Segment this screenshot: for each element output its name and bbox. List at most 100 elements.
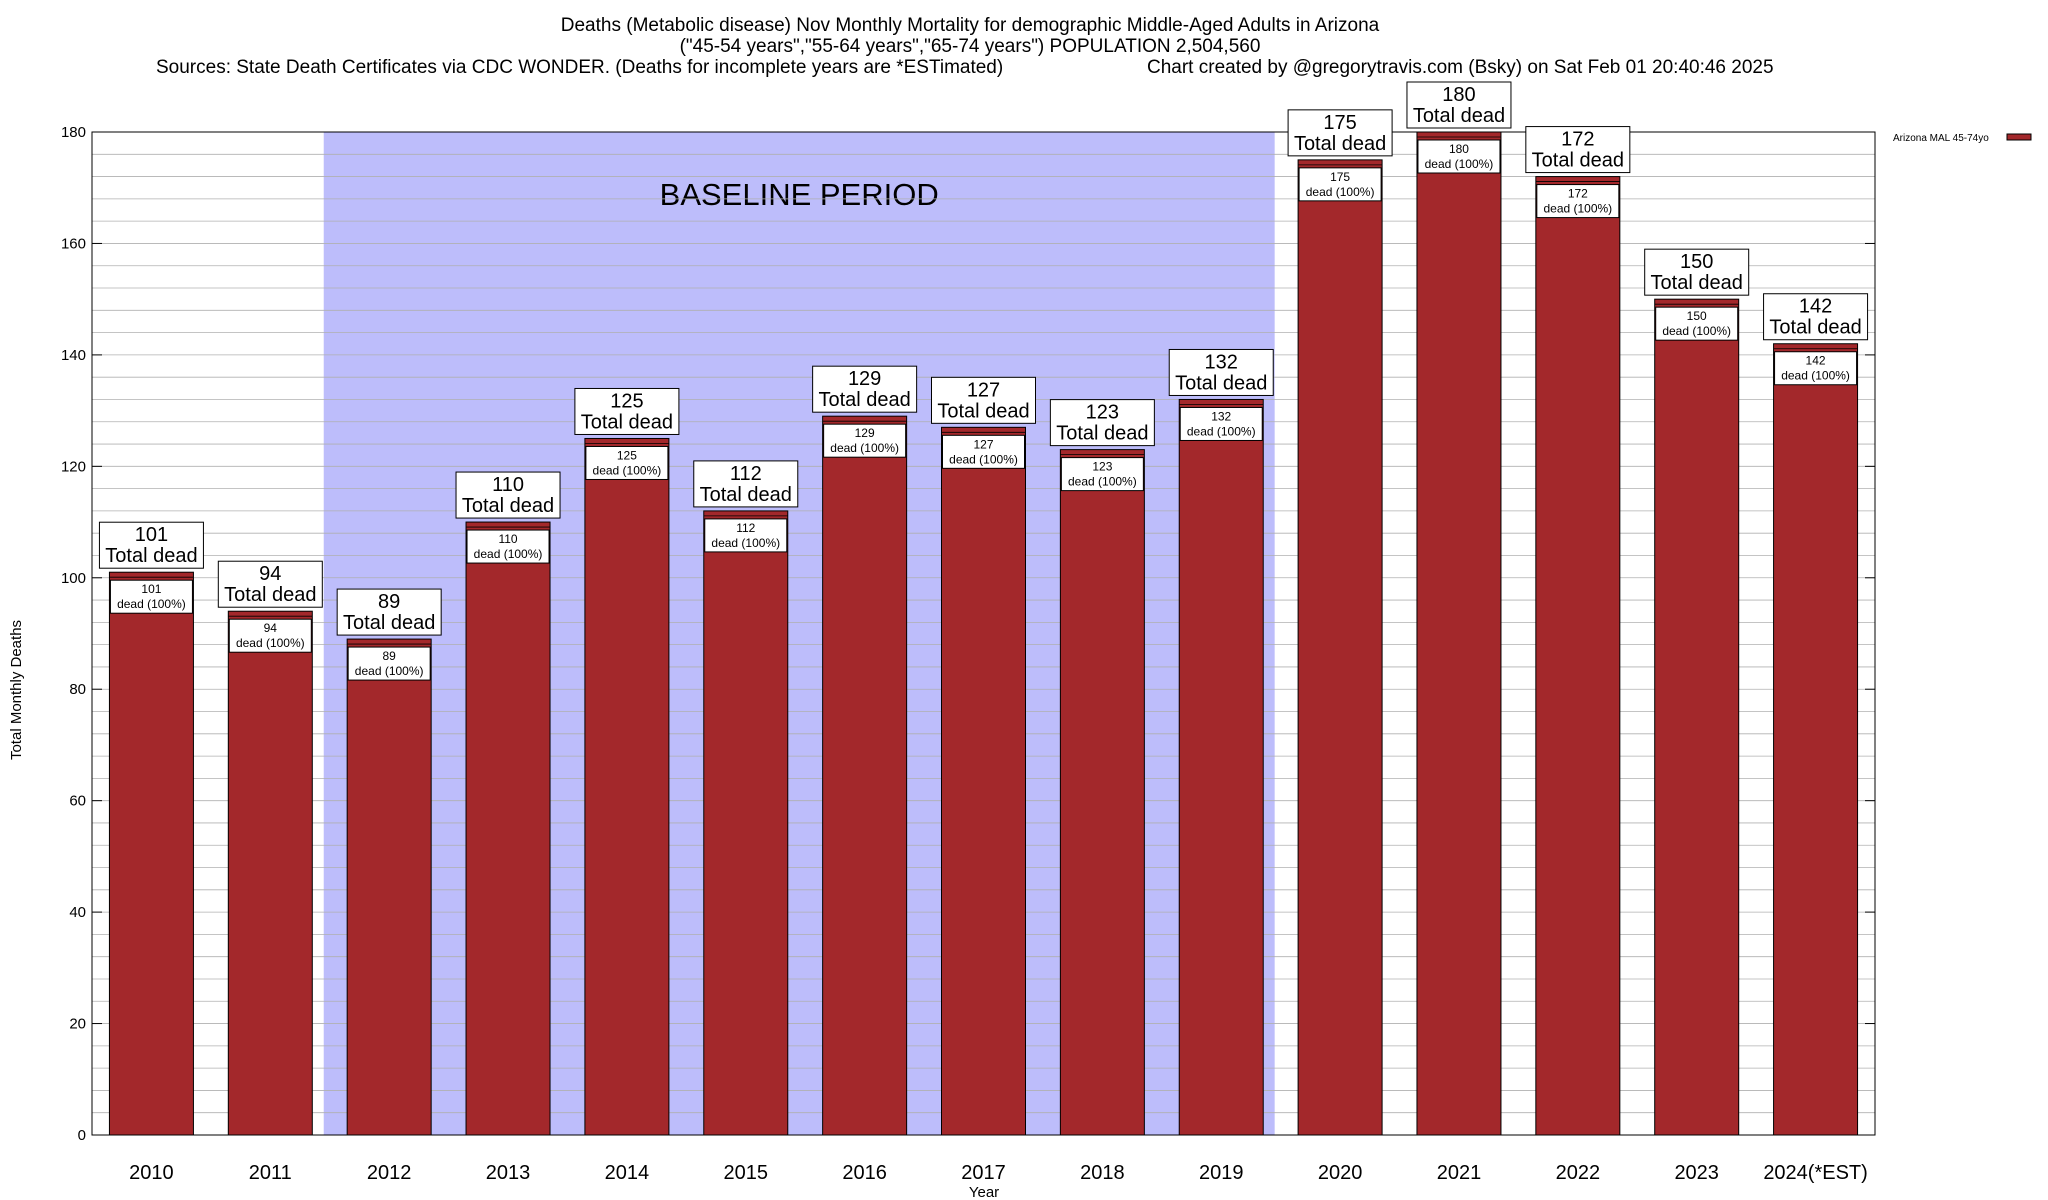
inner-label-text: dead (100%) (1306, 185, 1375, 199)
top-label-text: Total dead (224, 584, 316, 606)
y-tick-label: 60 (69, 793, 86, 810)
y-tick-label: 180 (61, 124, 86, 141)
bar-2012 (346, 638, 432, 1136)
y-tick-label: 20 (69, 1016, 86, 1033)
top-label-value: 132 (1205, 351, 1238, 373)
y-tick-label: 160 (61, 235, 86, 252)
x-tick-label: 2023 (1674, 1162, 1719, 1184)
inner-label-text: dead (100%) (355, 664, 424, 678)
inner-label-box (1655, 306, 1739, 341)
bar-2017 (941, 426, 1026, 1136)
top-label-value: 150 (1680, 251, 1713, 273)
inner-label-box (1060, 457, 1144, 492)
top-label-value: 110 (492, 474, 524, 496)
top-label-value: 129 (848, 368, 881, 390)
bar-2021 (1416, 131, 1502, 1136)
inner-label-box (1774, 351, 1858, 386)
top-label-box (574, 387, 680, 435)
bar-2023 (1654, 298, 1740, 1136)
bar-2011 (227, 610, 313, 1136)
bar-2015 (703, 510, 789, 1136)
inner-label-box (1536, 184, 1620, 219)
inner-label-box (823, 423, 907, 458)
bar-2010 (108, 571, 194, 1136)
y-tick-label: 0 (78, 1127, 86, 1144)
bar-2022 (1535, 176, 1621, 1136)
top-label-text: Total dead (1413, 105, 1505, 127)
x-axis-label: Year (969, 1184, 999, 1200)
x-tick-label: 2020 (1318, 1162, 1363, 1184)
inner-label-value: 125 (617, 448, 637, 462)
y-tick-label: 80 (69, 681, 86, 698)
inner-label-value: 110 (498, 532, 517, 546)
bar-2016 (822, 415, 908, 1136)
top-label-box (455, 471, 561, 519)
top-label-text: Total dead (1056, 423, 1148, 445)
legend: Arizona MAL 45-74yo (1893, 133, 2032, 144)
top-label-value: 127 (967, 379, 1000, 401)
inner-label-value: 127 (973, 437, 993, 451)
top-label-value: 125 (610, 390, 643, 412)
inner-label-text: dead (100%) (474, 547, 543, 561)
inner-label-value: 112 (736, 521, 755, 535)
x-tick-label: 2016 (842, 1162, 887, 1184)
inner-label-value: 89 (382, 649, 396, 663)
top-label-value: 94 (259, 563, 281, 585)
top-label-box (98, 521, 204, 569)
top-label-box (693, 460, 799, 508)
x-tick-label: 2014 (605, 1162, 650, 1184)
inner-label-value: 150 (1687, 309, 1707, 323)
y-axis-label: Total Monthly Deaths (8, 620, 25, 760)
x-tick-label: 2017 (961, 1162, 1006, 1184)
x-tick-label: 2018 (1080, 1162, 1125, 1184)
y-tick-label: 100 (61, 570, 86, 587)
axes: 0 20 40 60 80 100 120 140 160 180 2010 2011 2012 2013… (61, 124, 1876, 1184)
inner-label-value: 132 (1211, 409, 1231, 423)
y-tick-label: 40 (69, 904, 86, 921)
inner-label-value: 94 (264, 621, 278, 635)
bar-2013 (465, 521, 551, 1136)
top-label-text: Total dead (343, 612, 435, 634)
inner-label-value: 175 (1330, 170, 1350, 184)
inner-label-text: dead (100%) (1425, 157, 1494, 171)
inner-label-box (942, 434, 1025, 469)
inner-label-value: 142 (1806, 354, 1826, 368)
inner-label-text: dead (100%) (1187, 424, 1256, 438)
inner-label-value: 172 (1568, 187, 1588, 201)
inner-label-box (704, 518, 788, 553)
baseline-period-label: BASELINE PERIOD (660, 177, 939, 212)
inner-label-box (466, 529, 550, 564)
top-label-text: Total dead (1769, 317, 1861, 339)
inner-label-text: dead (100%) (711, 536, 780, 550)
x-tick-label: 2015 (724, 1162, 769, 1184)
top-label-text: Total dead (1294, 133, 1386, 155)
top-label-value: 89 (378, 591, 400, 613)
inner-label-text: dead (100%) (117, 597, 186, 611)
inner-label-box (1298, 167, 1382, 202)
inner-label-text: dead (100%) (1662, 324, 1731, 338)
bar-2019 (1178, 398, 1264, 1136)
top-label-value: 112 (730, 463, 762, 485)
top-label-box (1763, 293, 1869, 341)
inner-label-text: dead (100%) (1781, 369, 1850, 383)
top-label-box (931, 376, 1036, 424)
x-tick-label: 2022 (1556, 1162, 1601, 1184)
legend-swatch (2006, 133, 2032, 141)
chart-title-line1: Deaths (Metabolic disease) Nov Monthly M… (561, 15, 1380, 36)
top-label-value: 172 (1561, 129, 1594, 151)
bar-2014 (584, 437, 670, 1136)
inner-label-box (347, 646, 431, 681)
inner-label-text: dead (100%) (949, 452, 1018, 466)
top-label-value: 180 (1442, 84, 1475, 106)
bar-2020 (1297, 159, 1383, 1136)
top-label-box (1644, 248, 1750, 296)
inner-label-box (1179, 406, 1263, 441)
bars (108, 131, 1859, 1136)
top-label-text: Total dead (462, 495, 554, 517)
top-label-box (1049, 399, 1155, 447)
top-label-box (336, 588, 442, 636)
inner-label-text: dead (100%) (593, 463, 662, 477)
top-label-text: Total dead (700, 484, 792, 506)
top-label-text: Total dead (1651, 272, 1743, 294)
